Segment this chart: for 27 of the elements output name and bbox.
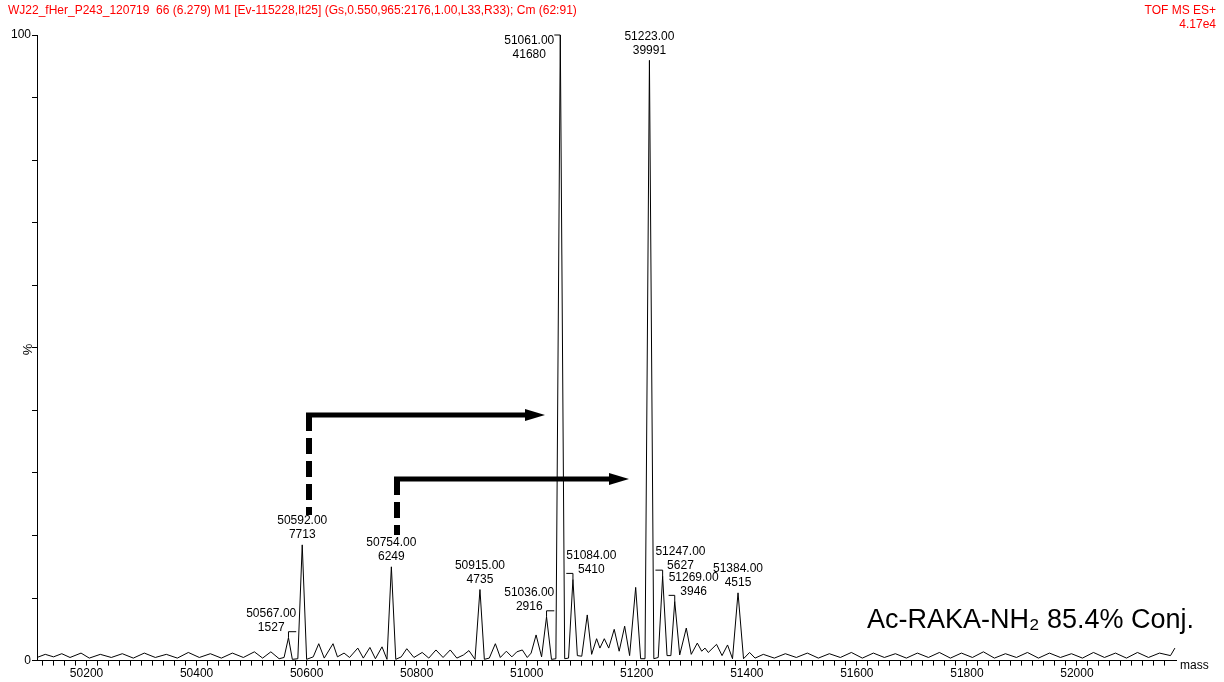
annotation: 51084.00 5410	[566, 547, 617, 576]
annotation: Ac-RAKA-NH₂ 85.4% Conj.	[866, 604, 1194, 635]
annotation: 50754.00 6249	[366, 535, 417, 564]
annotation: 51061.00 41680	[504, 33, 555, 62]
y-axis-title: %	[20, 343, 36, 356]
annotation: 51036.00 2916	[504, 585, 555, 614]
text: TOF MS ES+	[1144, 3, 1216, 17]
x-tick-label: 50800	[399, 666, 434, 681]
annotation: 51223.00 39991	[624, 28, 675, 57]
y-tick-label: 100	[10, 27, 32, 42]
annotation: 50915.00 4735	[454, 557, 506, 586]
x-tick-label: 51400	[730, 666, 764, 681]
annotation: 50592.00 7713	[277, 513, 328, 542]
annotation: 51247.00 5627	[655, 544, 706, 573]
text: 4.17e4	[1178, 17, 1216, 31]
x-tick-label: 50600	[289, 666, 324, 681]
x-tick-label: 50400	[179, 666, 214, 681]
x-tick-label: 50200	[69, 666, 104, 681]
annotation: 50567.00 1527	[246, 606, 297, 635]
x-axis-title: mass	[1180, 658, 1209, 672]
y-tick-label: 0	[24, 652, 32, 667]
x-tick-label: 51200	[620, 666, 654, 681]
chart-title: WJ22_fHer_P243_120719 66 (6.279) M1 [Ev-115228,It25] (Gs,0.550,965:2176,1.00,L33,R33); Cm (62:91)	[8, 3, 577, 17]
x-tick-label: 51600	[840, 666, 874, 681]
x-tick-label: 51000	[510, 666, 544, 681]
x-tick-label: 51800	[950, 666, 984, 681]
x-tick-label: 52000	[1060, 666, 1094, 681]
